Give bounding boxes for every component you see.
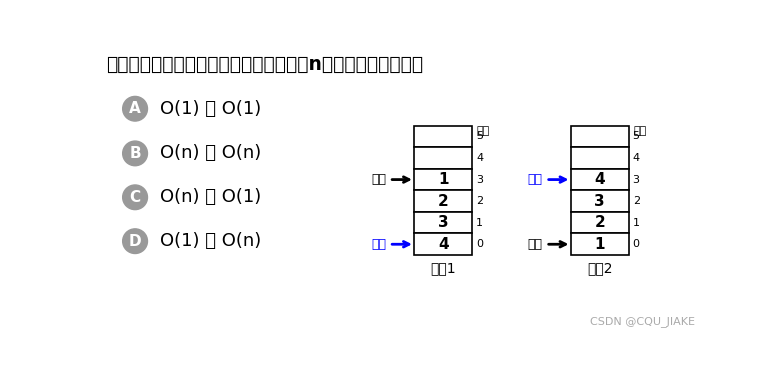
Text: 4: 4 bbox=[438, 237, 449, 252]
Text: 两种方式的入栈（出栈）时间分别是：（n表示栈中元素数量）: 两种方式的入栈（出栈）时间分别是：（n表示栈中元素数量） bbox=[106, 55, 423, 74]
Text: 0: 0 bbox=[633, 239, 640, 249]
Bar bbox=[414, 169, 472, 190]
Text: 4: 4 bbox=[594, 172, 605, 187]
Text: 方式1: 方式1 bbox=[431, 261, 456, 275]
Text: 栈顶: 栈顶 bbox=[528, 173, 543, 186]
Text: O(n) 和 O(1): O(n) 和 O(1) bbox=[160, 188, 261, 206]
Text: 1: 1 bbox=[438, 172, 449, 187]
Text: 2: 2 bbox=[594, 215, 605, 230]
Bar bbox=[571, 169, 629, 190]
Bar bbox=[414, 126, 472, 147]
Text: O(1) 和 O(1): O(1) 和 O(1) bbox=[160, 100, 261, 118]
Text: 栈底: 栈底 bbox=[528, 238, 543, 251]
Bar bbox=[571, 126, 629, 147]
Bar bbox=[414, 190, 472, 212]
Text: 栈顶: 栈顶 bbox=[371, 238, 386, 251]
Circle shape bbox=[123, 229, 147, 253]
Text: 5: 5 bbox=[476, 131, 483, 141]
Circle shape bbox=[123, 97, 147, 121]
Text: 4: 4 bbox=[476, 153, 483, 163]
Bar bbox=[571, 212, 629, 233]
Text: D: D bbox=[128, 234, 142, 249]
Text: 3: 3 bbox=[594, 194, 605, 209]
Circle shape bbox=[123, 185, 147, 210]
Text: 栈底: 栈底 bbox=[371, 173, 386, 186]
Text: 0: 0 bbox=[476, 239, 483, 249]
Text: 下标: 下标 bbox=[477, 126, 490, 136]
Text: 3: 3 bbox=[633, 174, 640, 185]
Text: 下标: 下标 bbox=[633, 126, 647, 136]
Bar bbox=[414, 212, 472, 233]
Text: 2: 2 bbox=[633, 196, 640, 206]
Text: 4: 4 bbox=[633, 153, 640, 163]
Bar bbox=[571, 233, 629, 255]
Bar bbox=[571, 147, 629, 169]
Text: 5: 5 bbox=[633, 131, 640, 141]
Text: 3: 3 bbox=[476, 174, 483, 185]
Text: O(1) 和 O(n): O(1) 和 O(n) bbox=[160, 232, 261, 250]
Text: CSDN @CQU_JIAKE: CSDN @CQU_JIAKE bbox=[590, 316, 695, 327]
Text: B: B bbox=[129, 146, 141, 161]
Circle shape bbox=[123, 141, 147, 166]
Text: 方式2: 方式2 bbox=[587, 261, 612, 275]
Bar bbox=[414, 147, 472, 169]
Text: 1: 1 bbox=[594, 237, 605, 252]
Text: 1: 1 bbox=[476, 218, 483, 228]
Text: 2: 2 bbox=[438, 194, 449, 209]
Text: A: A bbox=[129, 101, 141, 116]
Bar bbox=[414, 233, 472, 255]
Text: O(n) 和 O(n): O(n) 和 O(n) bbox=[160, 144, 261, 162]
Bar bbox=[571, 190, 629, 212]
Text: 3: 3 bbox=[438, 215, 449, 230]
Text: 1: 1 bbox=[633, 218, 640, 228]
Text: 2: 2 bbox=[476, 196, 483, 206]
Text: C: C bbox=[129, 190, 141, 205]
